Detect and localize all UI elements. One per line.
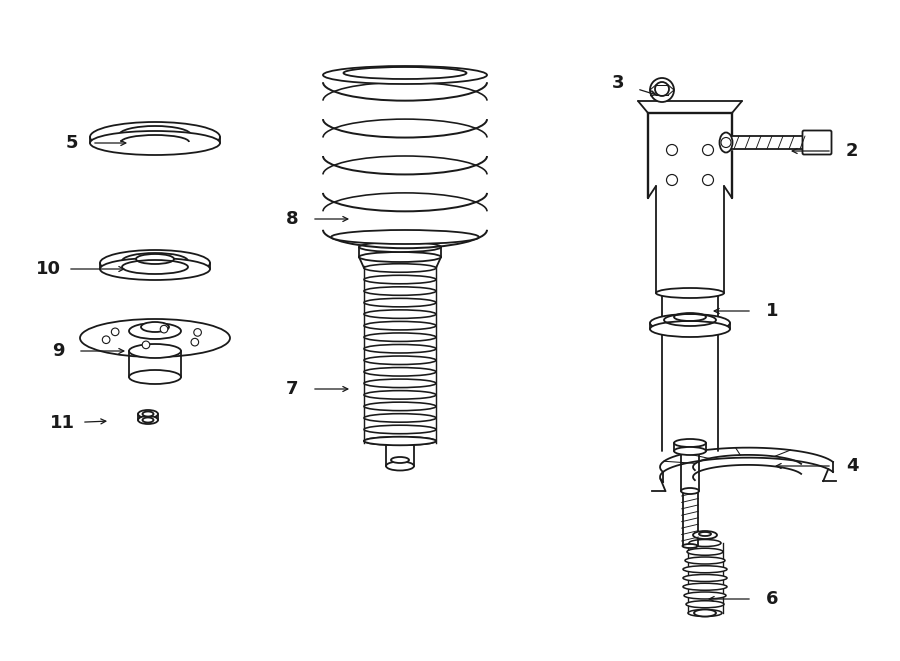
Text: 3: 3 xyxy=(612,74,625,92)
Circle shape xyxy=(667,145,678,155)
Circle shape xyxy=(194,329,202,336)
Ellipse shape xyxy=(364,356,436,364)
Ellipse shape xyxy=(364,414,436,422)
Ellipse shape xyxy=(656,288,724,298)
Ellipse shape xyxy=(364,425,436,434)
Circle shape xyxy=(667,175,678,186)
Circle shape xyxy=(103,336,110,344)
Ellipse shape xyxy=(141,322,169,332)
Ellipse shape xyxy=(100,258,210,280)
Ellipse shape xyxy=(689,539,721,547)
Circle shape xyxy=(721,137,731,147)
Ellipse shape xyxy=(364,368,436,376)
Text: 10: 10 xyxy=(35,260,60,278)
Ellipse shape xyxy=(650,314,730,332)
Ellipse shape xyxy=(90,131,220,155)
Text: 8: 8 xyxy=(285,210,298,228)
Ellipse shape xyxy=(323,66,487,84)
Ellipse shape xyxy=(686,601,724,607)
Ellipse shape xyxy=(364,391,436,399)
Text: 5: 5 xyxy=(66,134,78,152)
Ellipse shape xyxy=(699,532,711,536)
Circle shape xyxy=(703,175,714,186)
Ellipse shape xyxy=(129,323,181,339)
Ellipse shape xyxy=(650,321,730,337)
Ellipse shape xyxy=(683,583,727,590)
Ellipse shape xyxy=(687,548,723,555)
Text: 1: 1 xyxy=(766,302,778,320)
Text: 2: 2 xyxy=(846,142,859,160)
Ellipse shape xyxy=(331,230,479,244)
Ellipse shape xyxy=(122,253,188,269)
Ellipse shape xyxy=(650,78,674,102)
Ellipse shape xyxy=(684,592,726,599)
Ellipse shape xyxy=(142,412,154,416)
Ellipse shape xyxy=(391,457,409,463)
Ellipse shape xyxy=(100,250,210,276)
Text: 7: 7 xyxy=(286,380,298,398)
Ellipse shape xyxy=(138,416,158,424)
Ellipse shape xyxy=(80,319,230,357)
Ellipse shape xyxy=(364,264,436,272)
Circle shape xyxy=(160,325,167,333)
Ellipse shape xyxy=(683,574,727,582)
Ellipse shape xyxy=(364,437,436,446)
Ellipse shape xyxy=(364,402,436,410)
Ellipse shape xyxy=(685,557,725,564)
Text: 4: 4 xyxy=(846,457,859,475)
Ellipse shape xyxy=(364,437,436,446)
Ellipse shape xyxy=(359,242,441,252)
Ellipse shape xyxy=(364,287,436,295)
Ellipse shape xyxy=(674,439,706,447)
Ellipse shape xyxy=(693,531,717,539)
Text: 11: 11 xyxy=(50,414,75,432)
Ellipse shape xyxy=(386,461,414,471)
Ellipse shape xyxy=(681,448,699,454)
Ellipse shape xyxy=(364,321,436,330)
Circle shape xyxy=(191,338,199,346)
Ellipse shape xyxy=(129,344,181,358)
Text: 9: 9 xyxy=(51,342,64,360)
Circle shape xyxy=(142,341,149,349)
Circle shape xyxy=(112,328,119,336)
Ellipse shape xyxy=(364,379,436,387)
Ellipse shape xyxy=(138,410,158,418)
Text: 6: 6 xyxy=(766,590,778,608)
Ellipse shape xyxy=(674,447,706,455)
Ellipse shape xyxy=(364,344,436,353)
Ellipse shape xyxy=(683,566,727,572)
Ellipse shape xyxy=(682,544,698,548)
Ellipse shape xyxy=(364,275,436,284)
Ellipse shape xyxy=(655,82,669,96)
Circle shape xyxy=(703,145,714,155)
Ellipse shape xyxy=(136,254,174,264)
Ellipse shape xyxy=(681,488,699,494)
Ellipse shape xyxy=(719,132,733,153)
FancyBboxPatch shape xyxy=(803,130,832,155)
Ellipse shape xyxy=(359,252,441,262)
Ellipse shape xyxy=(688,609,722,617)
Ellipse shape xyxy=(119,126,191,144)
Ellipse shape xyxy=(364,298,436,307)
Ellipse shape xyxy=(364,333,436,342)
Ellipse shape xyxy=(129,370,181,384)
Ellipse shape xyxy=(694,609,716,617)
Ellipse shape xyxy=(90,122,220,152)
Ellipse shape xyxy=(364,310,436,319)
